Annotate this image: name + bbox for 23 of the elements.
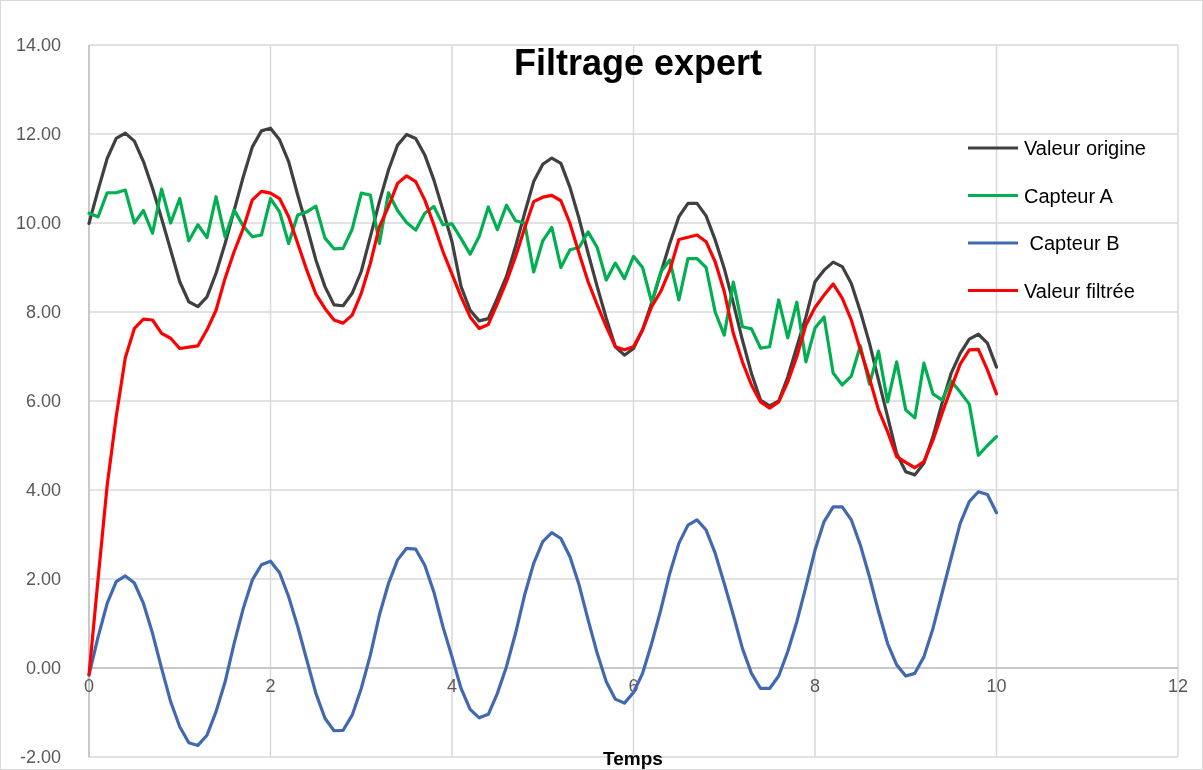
legend-label: Valeur filtrée [1024,279,1135,302]
x-tick-label: 8 [809,676,821,696]
x-axis-title: Temps [603,748,663,769]
y-tick-label: 0.00 [25,658,61,679]
x-tick-label: 10 [986,676,1007,696]
x-tick-label: 4 [446,676,458,696]
line-series [87,187,999,457]
legend-label: Capteur A [1024,184,1114,207]
y-tick-label: 8.00 [25,302,61,323]
line-series [87,174,999,677]
y-tick-label: 4.00 [25,480,61,501]
y-tick-label: 12.00 [15,124,61,145]
legend-label: Valeur origine [1024,137,1146,159]
x-tick-label: 0 [83,676,95,696]
y-tick-label: 2.00 [25,569,61,590]
y-tick-label: 6.00 [25,391,61,412]
y-tick-label: 14.00 [15,35,61,56]
chart-title: Filtrage expert [513,42,763,83]
y-tick-label: -2.00 [19,747,61,768]
x-tick-label: 2 [265,676,276,696]
x-tick-label: 12 [1167,676,1189,696]
y-tick-label: 10.00 [15,213,61,234]
legend-label: Capteur B [1024,232,1120,254]
